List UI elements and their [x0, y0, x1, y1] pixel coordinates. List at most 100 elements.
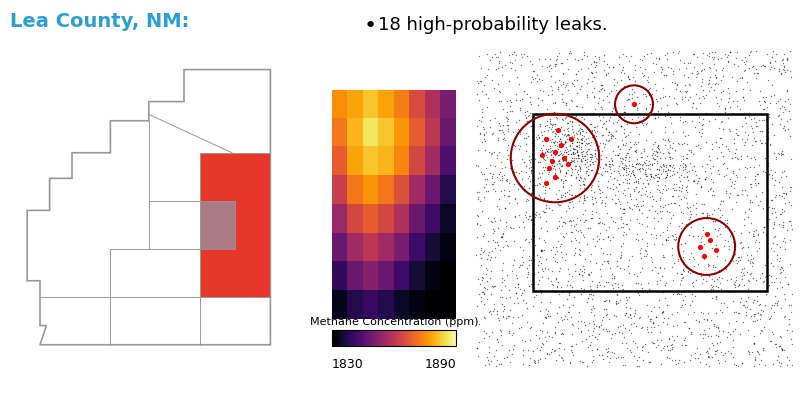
Point — [752, 70, 765, 76]
Point — [583, 342, 596, 348]
Point — [766, 54, 779, 60]
Point — [585, 139, 598, 146]
Point — [626, 86, 639, 92]
Point — [735, 276, 748, 283]
Point — [585, 187, 598, 193]
Point — [676, 141, 689, 148]
Point — [557, 81, 570, 88]
Point — [690, 74, 702, 81]
Point — [553, 168, 566, 174]
Point — [778, 63, 790, 70]
Point — [545, 135, 558, 142]
Point — [546, 162, 558, 169]
Point — [745, 116, 758, 122]
Point — [618, 162, 631, 169]
Point — [710, 348, 722, 354]
Point — [514, 107, 526, 113]
Point — [508, 49, 521, 56]
Point — [666, 233, 679, 240]
Point — [763, 282, 776, 288]
Point — [665, 65, 678, 71]
Point — [690, 90, 702, 97]
Point — [578, 153, 591, 160]
Point — [553, 339, 566, 346]
Point — [526, 140, 538, 147]
Point — [508, 341, 521, 348]
Point — [596, 124, 609, 131]
Point — [585, 215, 598, 221]
Point — [522, 215, 534, 222]
Point — [778, 274, 791, 281]
Point — [492, 137, 505, 144]
Point — [657, 149, 670, 156]
Point — [526, 271, 538, 278]
Point — [711, 357, 724, 364]
Point — [678, 140, 690, 146]
Point — [662, 92, 675, 99]
Point — [699, 139, 712, 145]
Point — [494, 294, 506, 300]
Point — [575, 229, 588, 235]
Point — [474, 294, 487, 301]
Point — [700, 231, 713, 237]
Point — [640, 247, 653, 254]
Point — [614, 249, 627, 255]
Point — [547, 109, 560, 115]
Point — [574, 131, 586, 137]
Point — [746, 125, 758, 132]
Point — [700, 210, 713, 216]
Point — [750, 122, 762, 129]
Point — [654, 155, 666, 161]
Point — [602, 137, 615, 143]
Point — [718, 160, 730, 166]
Point — [500, 109, 513, 115]
Point — [735, 360, 748, 366]
Point — [552, 83, 565, 90]
Point — [720, 277, 733, 283]
Point — [781, 118, 794, 125]
Point — [535, 148, 548, 155]
Point — [552, 196, 565, 202]
Point — [491, 336, 504, 342]
Point — [713, 274, 726, 281]
Point — [547, 288, 560, 294]
Point — [688, 163, 701, 169]
Point — [634, 64, 646, 70]
Point — [667, 276, 680, 283]
Point — [646, 319, 659, 325]
Point — [601, 311, 614, 317]
Point — [600, 154, 613, 160]
Point — [577, 359, 590, 366]
Point — [667, 186, 680, 193]
Point — [526, 119, 538, 126]
Point — [706, 339, 719, 346]
Point — [672, 49, 685, 56]
Point — [480, 181, 493, 188]
Point — [710, 294, 722, 300]
Point — [534, 147, 547, 153]
Point — [568, 261, 581, 267]
Point — [485, 151, 498, 158]
Point — [497, 135, 510, 142]
Point — [482, 357, 494, 364]
Point — [690, 210, 702, 217]
Point — [503, 59, 516, 66]
Point — [582, 290, 595, 297]
Point — [604, 265, 617, 272]
Point — [636, 162, 649, 169]
Point — [687, 254, 700, 260]
Point — [772, 98, 785, 104]
Point — [752, 351, 765, 358]
Point — [601, 251, 614, 257]
Point — [542, 274, 554, 281]
Point — [645, 329, 658, 335]
Point — [618, 166, 631, 173]
Point — [576, 135, 589, 141]
Point — [523, 58, 536, 64]
Point — [742, 348, 755, 355]
Point — [544, 156, 557, 163]
Point — [578, 269, 591, 275]
Point — [622, 153, 635, 160]
Point — [625, 330, 638, 336]
Point — [586, 77, 598, 84]
